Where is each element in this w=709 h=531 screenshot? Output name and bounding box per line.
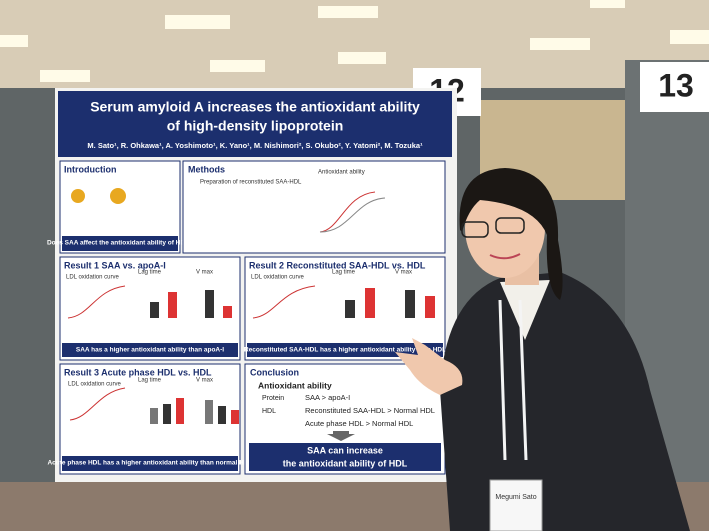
board-number-card — [640, 62, 709, 112]
bar-figure — [205, 400, 213, 424]
poster-header — [58, 91, 452, 157]
poster-authors: M. Sato¹, R. Ohkawa¹, A. Yoshimoto¹, K. … — [87, 141, 423, 150]
conclusion-row-text: Acute phase HDL > Normal HDL — [305, 419, 413, 428]
bar-figure — [345, 300, 355, 318]
bar-figure — [163, 404, 171, 424]
icon — [71, 189, 85, 203]
banner-text: SAA has a higher antioxidant ability tha… — [76, 347, 224, 354]
panel-label: LDL oxidation curve — [66, 275, 119, 281]
banner — [249, 443, 441, 471]
panel-label: LDL oxidation curve — [68, 382, 121, 388]
bar-figure — [223, 306, 232, 318]
bar-figure — [205, 290, 214, 318]
bar-figure — [231, 410, 239, 424]
method-item: Preparation of reconstituted SAA-HDL — [200, 180, 302, 186]
glasses — [461, 217, 525, 238]
conclusion-row-text: SAA > apoA-I — [305, 393, 350, 402]
board-number: 13 — [658, 67, 694, 103]
badge-name: Megumi Sato — [495, 494, 536, 501]
panel-label: V max — [395, 270, 412, 276]
lanyard — [498, 299, 528, 461]
curve — [252, 285, 316, 319]
hair — [459, 168, 563, 300]
panel-label: Lag time — [138, 270, 162, 276]
curve — [319, 191, 376, 233]
bar-figure — [405, 290, 415, 318]
method-item: Antioxidant ability — [318, 170, 365, 176]
section-heading: Conclusion — [250, 367, 299, 377]
panel-label: V max — [196, 270, 213, 276]
banner-text: Reconstituted SAA-HDL has a higher antio… — [244, 347, 446, 354]
section-heading: Introduction — [64, 164, 117, 174]
banner-text: Does SAA affect the antioxidant ability … — [47, 240, 193, 247]
banner — [247, 343, 443, 357]
banner-text: Acute phase HDL has a higher antioxidant… — [47, 460, 252, 467]
section-heading: Methods — [188, 164, 225, 174]
bar-figure — [150, 302, 159, 318]
bar-figure — [425, 296, 435, 318]
poster-title: of high-density lipoprotein — [167, 118, 344, 134]
final-text: SAA can increase — [307, 445, 383, 455]
conclusion-row-label: Protein — [262, 395, 284, 402]
hand — [395, 338, 463, 395]
section-heading: Result 1 SAA vs. apoA-I — [64, 260, 166, 270]
panel-label: V max — [196, 378, 213, 384]
curve — [67, 285, 126, 319]
bar-figure — [365, 288, 375, 318]
panel-label: Lag time — [332, 270, 356, 276]
section-heading: Result 2 Reconstituted SAA-HDL vs. HDL — [249, 260, 426, 270]
panel-label: Lag time — [138, 378, 162, 384]
bar-figure — [176, 398, 184, 424]
curve — [319, 197, 386, 233]
bar-figure — [218, 406, 226, 424]
arrow — [327, 431, 355, 441]
poster-title: Serum amyloid A increases the antioxidan… — [90, 99, 420, 115]
icon — [110, 188, 126, 204]
panel-label: LDL oxidation curve — [251, 275, 304, 281]
curve — [69, 387, 126, 421]
smile — [489, 253, 521, 260]
banner — [62, 236, 178, 251]
banner — [62, 343, 238, 357]
panel — [182, 160, 446, 254]
final-text: the antioxidant ability of HDL — [283, 458, 408, 468]
bar-figure — [150, 408, 158, 424]
shirt — [500, 280, 550, 340]
conclusion-row-text: Reconstituted SAA-HDL > Normal HDL — [305, 406, 435, 415]
ceiling-lights — [0, 0, 709, 82]
name-badge — [489, 479, 543, 531]
banner — [62, 456, 238, 471]
conclusion-subheading: Antioxidant ability — [258, 380, 332, 390]
bar-figure — [168, 292, 177, 318]
conclusion-row-label: HDL — [262, 408, 276, 415]
section-heading: Result 3 Acute phase HDL vs. HDL — [64, 367, 212, 377]
